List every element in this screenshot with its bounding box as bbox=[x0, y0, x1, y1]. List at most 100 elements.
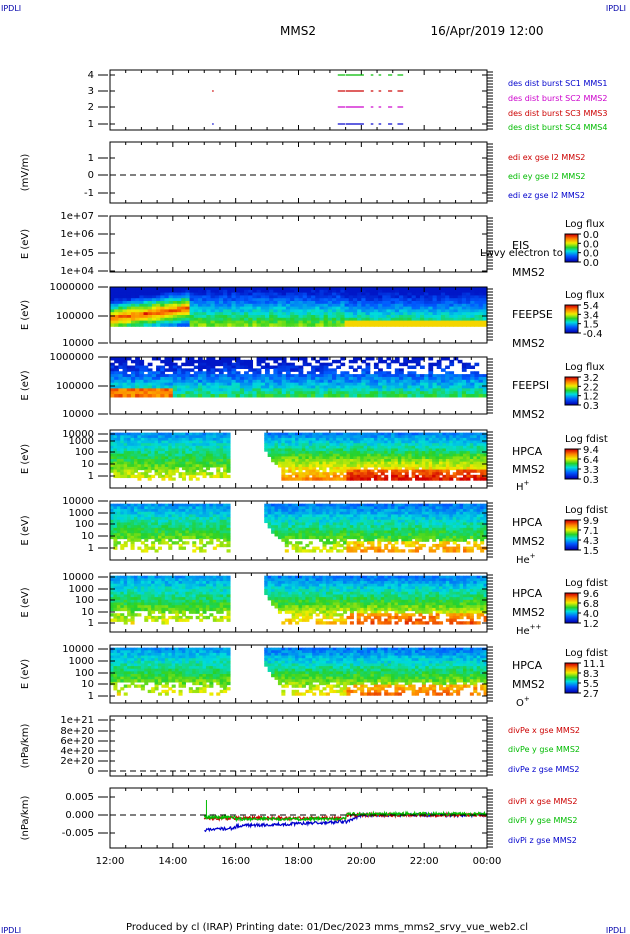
spectrogram-cell bbox=[352, 306, 358, 310]
spectrogram-cell bbox=[144, 527, 149, 532]
spectrogram-cell bbox=[137, 530, 142, 534]
spectrogram-cell bbox=[457, 388, 463, 392]
spectrogram-cell bbox=[264, 432, 269, 436]
spectrogram-cell bbox=[382, 359, 388, 364]
spectrogram-cell bbox=[177, 320, 182, 324]
spectrogram-cell bbox=[361, 359, 367, 364]
spectrogram-cell bbox=[164, 315, 170, 319]
spectrogram-cell bbox=[151, 466, 156, 471]
spectrogram-cell bbox=[133, 451, 139, 455]
spectrogram-cell bbox=[274, 443, 279, 447]
spectrogram-cell bbox=[218, 388, 224, 392]
colorbar-segment bbox=[565, 324, 578, 327]
colorbar-segment bbox=[565, 382, 578, 385]
spectrogram-cell bbox=[113, 435, 118, 439]
spectrogram-cell bbox=[193, 382, 199, 387]
spectrogram-cell bbox=[473, 453, 478, 457]
spectrogram-cell bbox=[256, 303, 262, 308]
spectrogram-cell bbox=[295, 453, 300, 457]
spectrogram-cell bbox=[483, 451, 488, 455]
spectrogram-cell bbox=[399, 376, 404, 381]
spectrogram-cell bbox=[399, 323, 404, 327]
spectrogram-cell bbox=[357, 289, 362, 294]
spectrogram-cell bbox=[457, 394, 463, 398]
spectrogram-cell bbox=[336, 379, 341, 384]
instrument-label: MMS2 bbox=[512, 463, 545, 476]
spectrogram-cell bbox=[373, 312, 379, 316]
spectrogram-cell bbox=[171, 519, 176, 524]
colorbar-title: Log flux bbox=[565, 290, 605, 301]
spectrogram-cell bbox=[449, 317, 455, 322]
spectrogram-cell bbox=[231, 362, 237, 367]
spectrogram-cell bbox=[370, 448, 375, 452]
spectrogram-cell bbox=[135, 371, 140, 375]
spectrogram-cell bbox=[306, 394, 312, 398]
spectrogram-cell bbox=[223, 312, 228, 316]
spectrogram-cell bbox=[312, 437, 317, 442]
spectrogram-cell bbox=[435, 451, 440, 455]
spectrogram-cell bbox=[209, 448, 214, 452]
spectrogram-cell bbox=[378, 295, 383, 299]
spectrogram-cell bbox=[390, 295, 396, 299]
y-axis-label: (mV/m) bbox=[20, 154, 31, 192]
spectrogram-cell bbox=[122, 303, 128, 308]
spectrogram-cell bbox=[399, 320, 404, 324]
spectrogram-cell bbox=[252, 303, 258, 308]
spectrogram-cell bbox=[439, 440, 444, 444]
spectrogram-cell bbox=[480, 472, 485, 476]
spectrogram-cell bbox=[114, 298, 119, 302]
spectrogram-cell bbox=[212, 456, 217, 460]
spectrogram-cell bbox=[178, 448, 183, 452]
spectrogram-cell bbox=[281, 295, 287, 299]
spectrogram-cell bbox=[469, 435, 474, 439]
spectrogram-cell bbox=[226, 451, 231, 455]
spectrogram-cell bbox=[223, 394, 228, 398]
spectrogram-cell bbox=[205, 459, 210, 463]
spectrogram-cell bbox=[154, 448, 159, 452]
spectrogram-cell bbox=[308, 464, 313, 468]
spectrogram-cell bbox=[308, 432, 313, 436]
spectrogram-cell bbox=[428, 469, 433, 473]
spectrogram-cell bbox=[154, 432, 159, 436]
spectrogram-cell bbox=[154, 464, 159, 468]
spectrogram-cell bbox=[110, 376, 115, 381]
spectrogram-cell bbox=[445, 301, 450, 305]
spectrogram-cell bbox=[168, 365, 174, 369]
spectrogram-cell bbox=[133, 530, 139, 534]
spectrogram-cell bbox=[113, 432, 118, 436]
spectrogram-cell bbox=[340, 292, 346, 296]
spectrogram-cell bbox=[325, 472, 330, 476]
legend-entry: edi ez gse l2 MMS2 bbox=[508, 191, 585, 200]
spectrogram-cell bbox=[277, 440, 282, 444]
spectrogram-cell bbox=[470, 376, 476, 381]
spectrogram-cell bbox=[411, 295, 417, 299]
spectrogram-cell bbox=[380, 477, 385, 481]
spectrogram-cell bbox=[210, 385, 216, 389]
spectrogram bbox=[110, 503, 488, 553]
spectrogram-cell bbox=[312, 448, 317, 452]
spectrogram-cell bbox=[227, 385, 233, 389]
colorbar-title: Log flux bbox=[565, 219, 605, 230]
spectrogram-cell bbox=[470, 382, 476, 387]
spectrogram-cell bbox=[122, 365, 128, 369]
spectrogram-cell bbox=[181, 509, 186, 513]
spectrogram-cell bbox=[344, 379, 350, 384]
spectrogram-cell bbox=[424, 382, 429, 387]
spectrogram-cell bbox=[274, 437, 279, 442]
spectrogram-cell bbox=[281, 376, 287, 381]
spectrogram-cell bbox=[281, 385, 287, 389]
spectrogram-cell bbox=[110, 303, 115, 308]
spectrogram-cell bbox=[168, 295, 174, 299]
spectrogram-cell bbox=[397, 440, 402, 444]
spectrogram-cell bbox=[122, 394, 128, 398]
spectrogram-cell bbox=[290, 385, 295, 389]
spectrogram-cell bbox=[403, 362, 409, 367]
spectrogram-cell bbox=[348, 309, 354, 313]
spectrogram-cell bbox=[421, 437, 426, 442]
spectrogram-cell bbox=[397, 432, 402, 436]
spectrogram-cell bbox=[267, 443, 272, 447]
spectrogram-cell bbox=[378, 385, 383, 389]
spectrogram-cell bbox=[118, 376, 124, 381]
colorbar-segment bbox=[565, 400, 578, 402]
spectrogram-cell bbox=[154, 549, 159, 553]
